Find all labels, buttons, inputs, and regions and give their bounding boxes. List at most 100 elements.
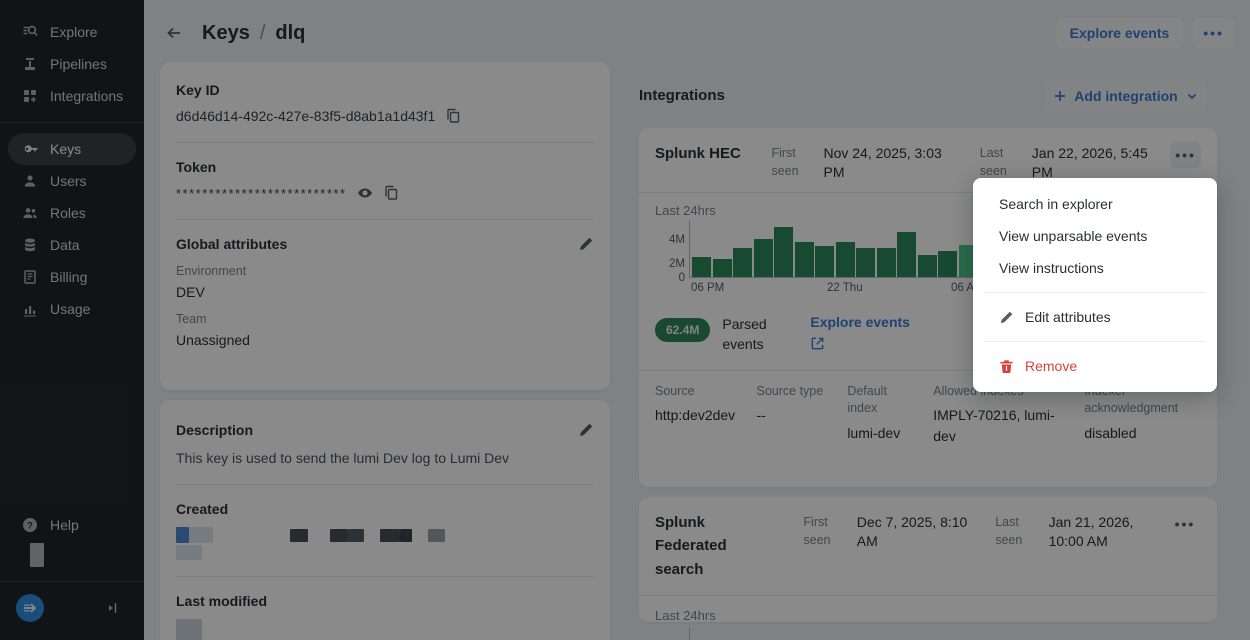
description-label: Description [176, 422, 254, 438]
sidebar-item-label: Integrations [50, 88, 124, 104]
created-redacted-value-2 [176, 545, 594, 560]
sidebar-item-billing[interactable]: Billing [8, 261, 136, 293]
add-integration-button[interactable]: Add integration [1045, 80, 1207, 112]
sidebar-item-pipelines[interactable]: Pipelines [8, 48, 136, 80]
chart-bar [733, 247, 752, 277]
chart-range-label: Last 24hrs [655, 202, 716, 218]
chart-bar [835, 241, 855, 277]
copy-icon [447, 108, 460, 123]
chart-bar [856, 247, 875, 277]
team-value: Unassigned [176, 332, 250, 348]
help-icon: ? [23, 518, 37, 532]
integration-more-button[interactable]: ••• [1169, 511, 1201, 537]
integration-more-button[interactable]: ••• [1170, 142, 1202, 168]
last-modified-redacted-value [176, 619, 594, 640]
sidebar-item-integrations[interactable]: Integrations [8, 80, 136, 112]
token-label: Token [176, 159, 217, 175]
token-masked-value: ************************** [176, 185, 347, 201]
clipped-chart-axis [689, 626, 1201, 640]
database-icon [25, 238, 35, 252]
sidebar-item-data[interactable]: Data [8, 229, 136, 261]
pipelines-icon [25, 58, 35, 70]
chart-bar [753, 238, 773, 277]
chevron-down-icon [1187, 93, 1196, 100]
first-seen-value: Dec 7, 2025, 8:10 AM [856, 514, 968, 549]
description-text: This key is used to send the lumi Dev lo… [176, 450, 510, 466]
y-tick-2m: 2M [669, 257, 685, 270]
sidebar-item-users[interactable]: Users [8, 165, 136, 197]
sidebar-item-label: Pipelines [50, 56, 107, 72]
help-button[interactable]: ? Help [0, 511, 144, 539]
meta-label-source: Source [655, 383, 695, 398]
breadcrumb: Keys / dlq [202, 22, 305, 45]
parsed-events-badge: 62.4M [655, 317, 711, 342]
chart-range-label: Last 24hrs [655, 607, 716, 623]
pencil-icon [580, 423, 593, 436]
last-seen-label: Last seen [995, 515, 1023, 548]
integration-name: Splunk Federated search [655, 514, 727, 578]
divider [176, 219, 594, 220]
edit-description-button[interactable] [578, 422, 594, 438]
main-content: Keys / dlq Explore events ••• Key ID d6d… [144, 0, 1250, 640]
breadcrumb-separator: / [259, 21, 266, 44]
reveal-token-button[interactable] [357, 185, 373, 201]
explore-events-link[interactable]: Explore events [810, 313, 910, 330]
last-modified-label: Last modified [176, 593, 268, 609]
back-button[interactable] [160, 19, 188, 47]
sidebar-item-usage[interactable]: Usage [8, 293, 136, 325]
menu-item-view-unparsable-events[interactable]: View unparsable events [973, 220, 1217, 252]
sidebar-item-label: Billing [50, 269, 88, 285]
key-id-label: Key ID [176, 82, 220, 98]
edit-global-attributes-button[interactable] [578, 236, 594, 252]
last-seen-value: Jan 22, 2026, 5:45 PM [1031, 145, 1148, 180]
environment-value: DEV [176, 284, 205, 300]
integration-card-splunk-federated: Splunk Federated search First seen Dec 7… [639, 497, 1217, 640]
team-label: Team [176, 312, 207, 326]
sidebar-item-label: Usage [50, 301, 91, 317]
pencil-icon [580, 237, 593, 250]
meta-value-source: http:dev2dev [655, 407, 736, 424]
x-tick-22thu: 22 Thu [827, 281, 863, 294]
plus-icon [1055, 91, 1066, 101]
divider [176, 576, 594, 577]
y-tick-0: 0 [678, 271, 685, 284]
sidebar: Explore Pipelines Integrations Keys User… [0, 0, 144, 640]
chart-bar [774, 227, 793, 277]
chart-bar [938, 251, 957, 277]
chart-bar [692, 256, 711, 277]
sidebar-item-roles[interactable]: Roles [8, 197, 136, 229]
copy-token-button[interactable] [383, 185, 399, 201]
app-logo[interactable] [16, 594, 44, 622]
page-more-button[interactable]: ••• [1193, 18, 1234, 48]
sidebar-item-keys[interactable]: Keys [8, 133, 136, 165]
environment-label: Environment [176, 264, 247, 278]
copy-key-id-button[interactable] [445, 108, 461, 124]
explore-events-button[interactable]: Explore events [1055, 18, 1184, 48]
menu-item-search-in-explorer[interactable]: Search in explorer [973, 188, 1217, 220]
created-redacted-value [176, 527, 594, 543]
meta-label-source-type: Source type [756, 383, 824, 398]
menu-item-label: Remove [1025, 358, 1078, 374]
menu-item-view-instructions[interactable]: View instructions [973, 252, 1217, 284]
user-icon [24, 175, 36, 187]
key-id-value: d6d46d14-492c-427e-83f5-d8ab1a1d43f1 [176, 108, 436, 124]
last-seen-label: Last seen [979, 146, 1007, 179]
meta-value-source-type: -- [756, 407, 766, 424]
add-integration-label: Add integration [1074, 88, 1178, 104]
menu-item-remove[interactable]: Remove [973, 350, 1217, 382]
divider [176, 142, 594, 143]
ellipsis-icon: ••• [1203, 25, 1224, 41]
menu-item-label: Edit attributes [1025, 309, 1111, 325]
collapse-sidebar-button[interactable] [106, 601, 120, 615]
menu-item-edit-attributes[interactable]: Edit attributes [973, 301, 1217, 333]
page-title: dlq [275, 21, 306, 44]
roles-icon [23, 208, 37, 218]
meta-value-allowed-indexes: IMPLY-70216, lumi-dev [933, 407, 1055, 444]
sidebar-item-explore[interactable]: Explore [8, 16, 136, 48]
menu-item-label: Search in explorer [999, 196, 1113, 212]
eye-icon [357, 188, 372, 198]
sidebar-item-label: Keys [50, 141, 82, 157]
breadcrumb-keys[interactable]: Keys [202, 21, 250, 44]
chart-bar [876, 247, 896, 277]
